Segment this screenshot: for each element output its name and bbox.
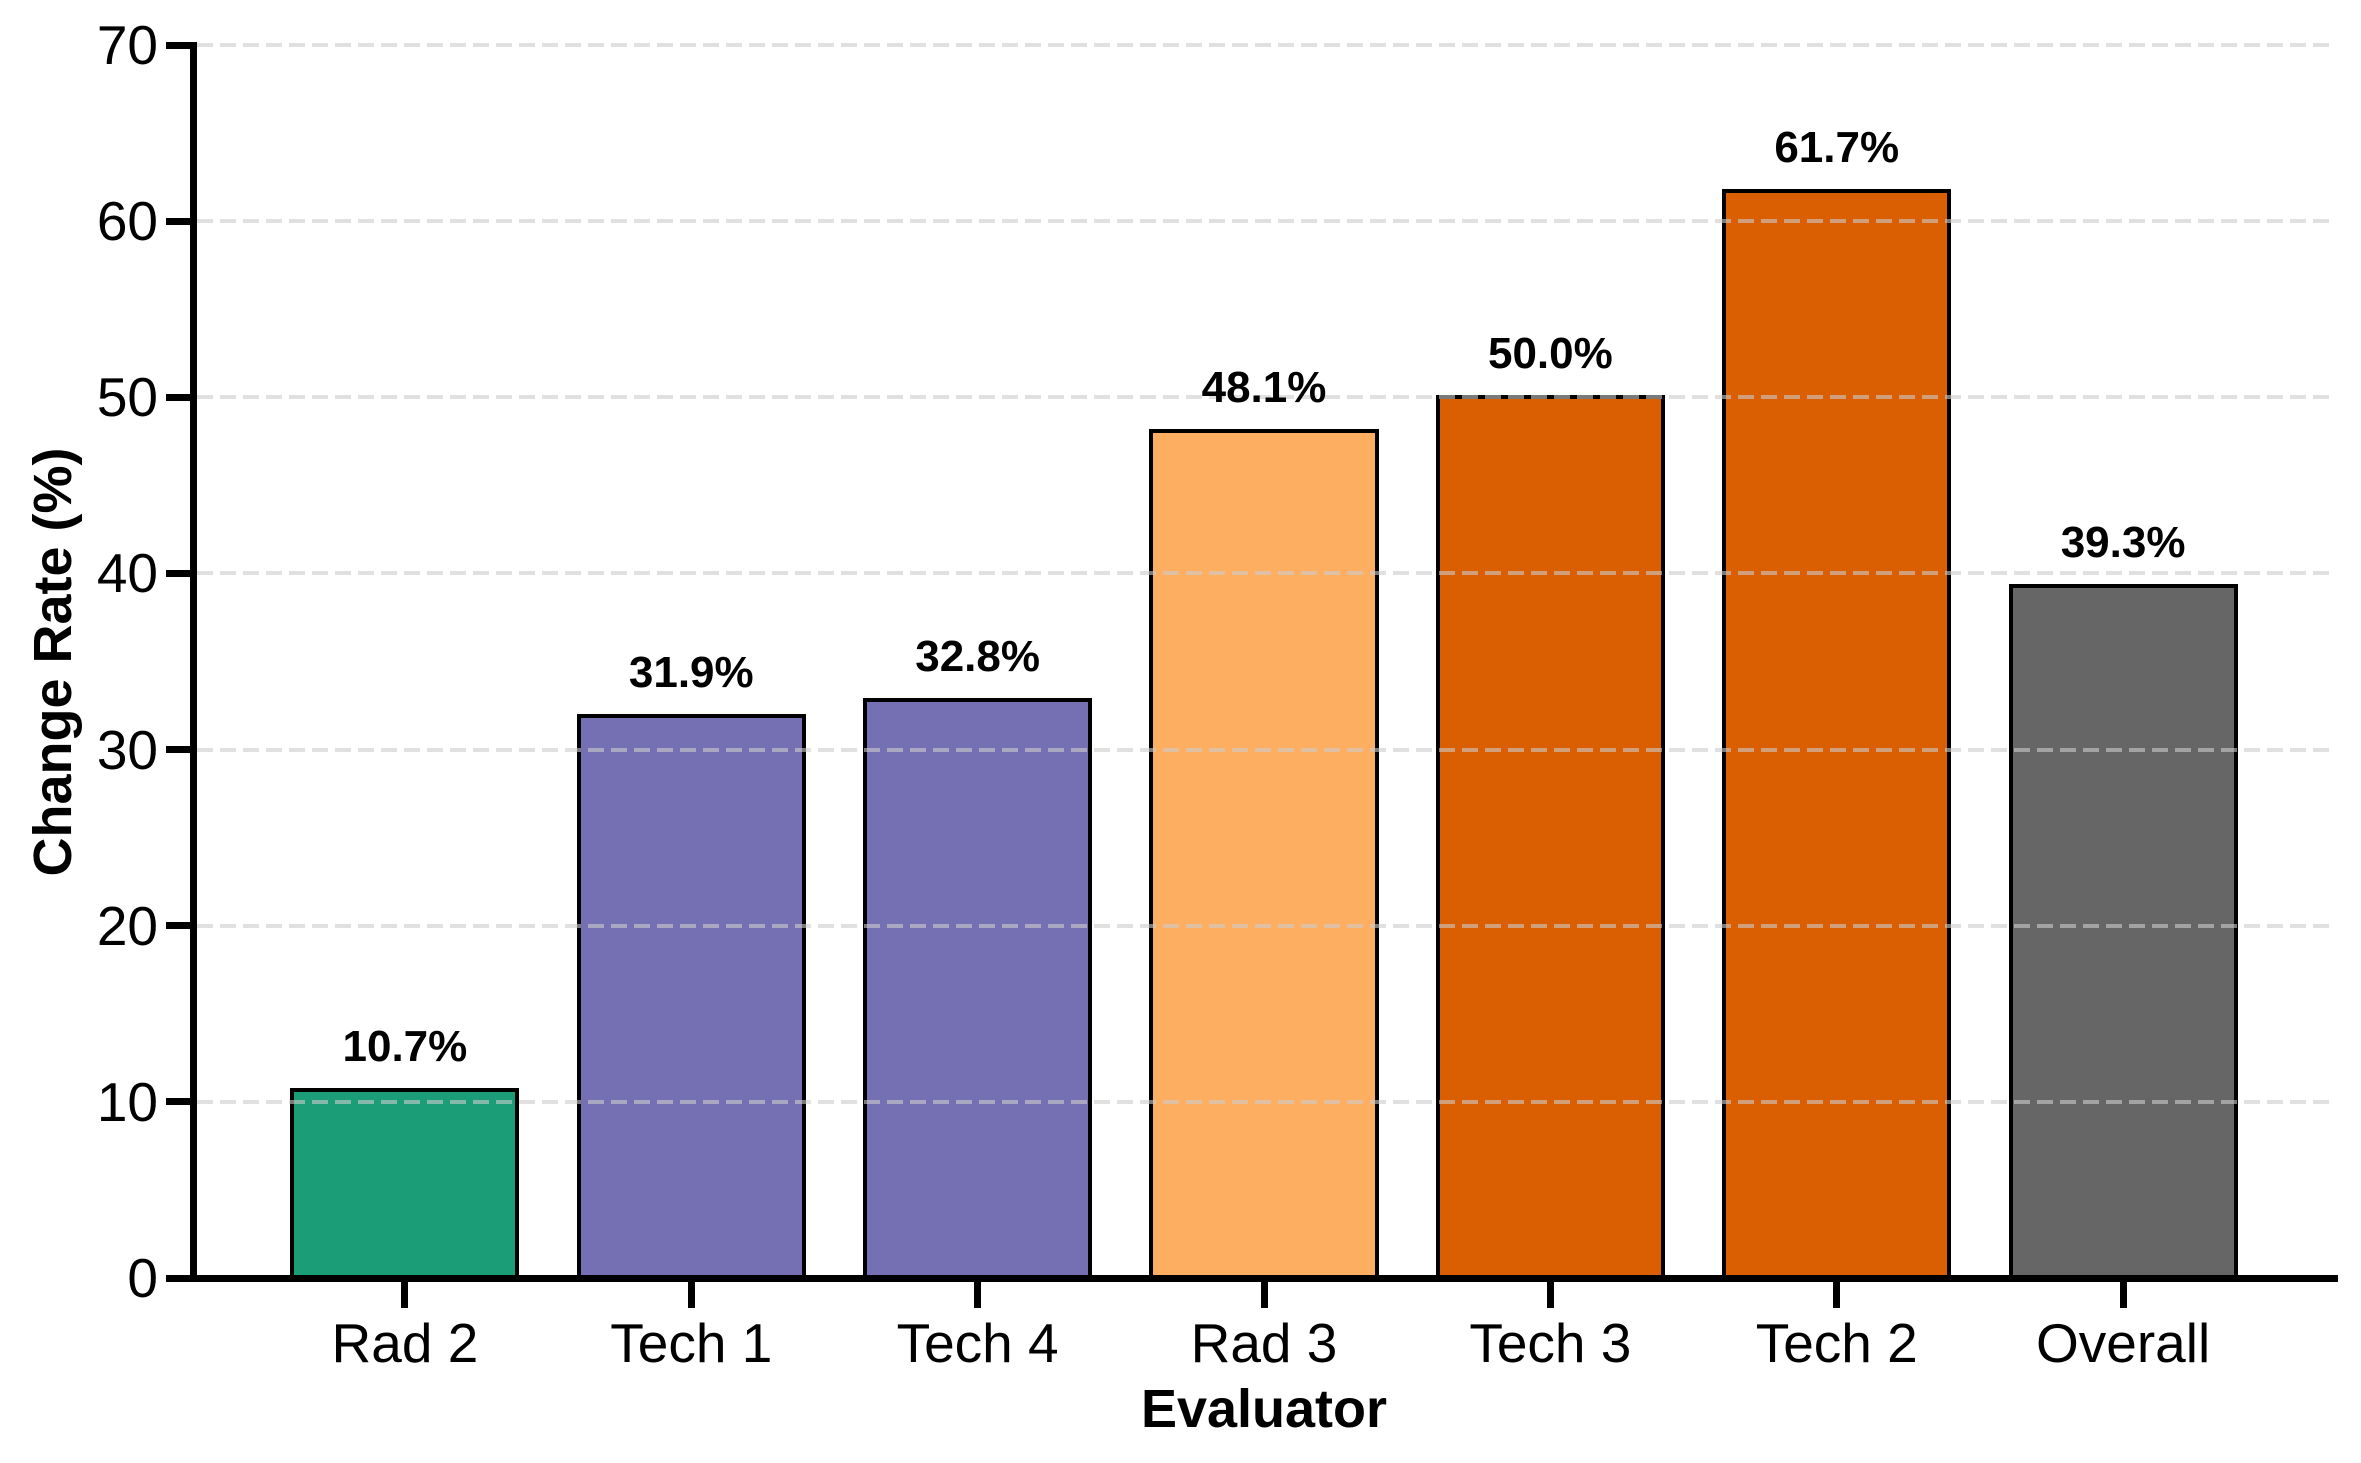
gridline-20 [197,923,2335,928]
gridline-70 [197,43,2335,47]
gridline-40 [197,571,2335,576]
y-tick-mark-50 [166,393,190,401]
y-tick-mark-20 [166,922,190,930]
bar-value-label-tech-4: 32.8% [915,632,1040,682]
y-tick-mark-40 [166,569,190,577]
y-tick-mark-10 [166,1098,190,1106]
gridline-60 [197,219,2335,224]
x-tick-label-rad-2: Rad 2 [331,1312,479,1374]
x-tick-label-tech-1: Tech 1 [610,1312,773,1374]
y-axis-title: Change Rate (%) [23,447,83,877]
x-tick-mark-tech-2 [1833,1282,1841,1308]
bar-rad-2 [290,1087,520,1282]
bar-value-label-tech-2: 61.7% [1774,123,1900,173]
bar-value-label-tech-1: 31.9% [628,648,754,698]
bar-tech-1 [576,714,806,1282]
y-tick-mark-30 [166,746,190,754]
x-tick-mark-rad-2 [401,1282,409,1308]
y-tick-label-0: 0 [127,1247,158,1309]
bar-tech-4 [863,698,1093,1282]
y-tick-label-70: 70 [96,14,158,76]
gridline-10 [197,1099,2335,1104]
y-tick-label-20: 20 [96,894,158,957]
y-tick-label-10: 10 [96,1070,158,1133]
y-tick-mark-60 [166,217,190,225]
bar-overall [2008,583,2238,1282]
x-tick-mark-tech-1 [687,1282,695,1308]
x-tick-label-tech-4: Tech 4 [896,1312,1059,1374]
y-axis-spine [190,42,197,1282]
bar-rad-3 [1149,428,1379,1282]
x-axis-spine [190,1275,2338,1282]
bar-tech-3 [1435,395,1665,1282]
x-tick-mark-tech-3 [1546,1282,1554,1308]
x-axis-title: Evaluator [1140,1379,1388,1439]
gridline-50 [197,395,2335,400]
bar-value-label-overall: 39.3% [2060,517,2186,567]
bar-value-label-rad-2: 10.7% [342,1021,468,1071]
x-tick-mark-overall [2119,1282,2127,1308]
x-tick-label-tech-3: Tech 3 [1469,1312,1632,1374]
bar-value-label-rad-3: 48.1% [1201,362,1327,412]
y-tick-label-50: 50 [96,366,158,429]
x-tick-label-overall: Overall [2035,1312,2211,1374]
x-tick-label-tech-2: Tech 2 [1755,1312,1918,1374]
x-tick-label-rad-3: Rad 3 [1190,1312,1338,1374]
x-tick-mark-rad-3 [1260,1282,1268,1308]
bar-value-label-tech-3: 50.0% [1487,329,1613,379]
y-tick-mark-0 [166,1274,190,1282]
x-tick-mark-tech-4 [974,1282,982,1308]
y-tick-label-30: 30 [96,718,158,781]
y-tick-label-40: 40 [96,542,158,605]
gridline-30 [197,747,2335,752]
bar-tech-2 [1722,189,1952,1282]
y-tick-label-60: 60 [96,190,158,253]
y-tick-mark-70 [166,41,190,49]
